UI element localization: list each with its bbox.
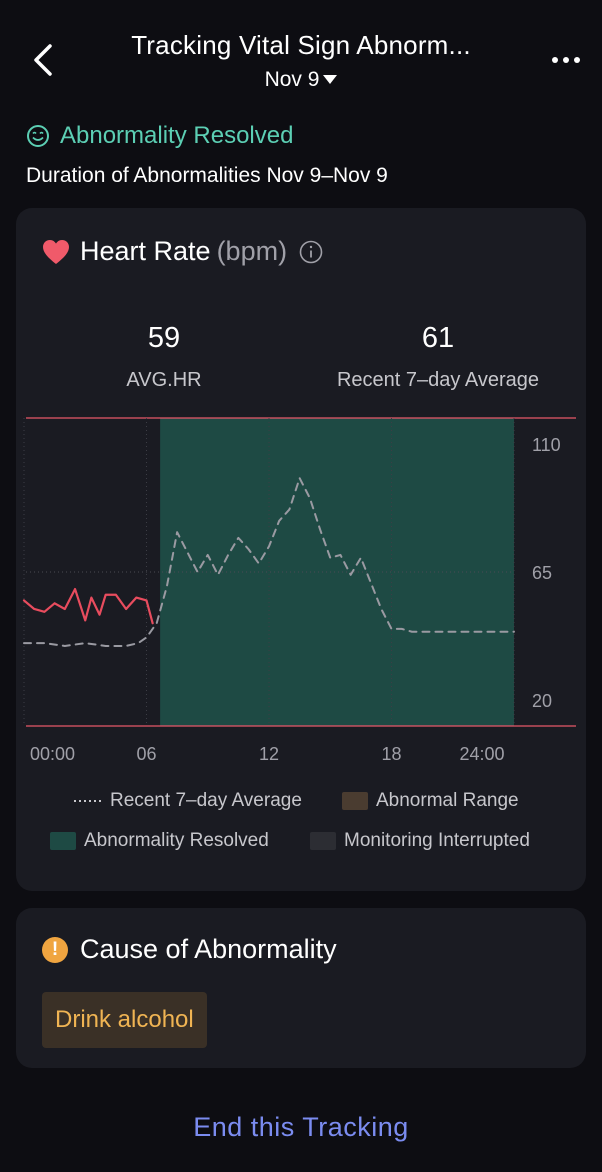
dotted-line-swatch — [74, 800, 104, 802]
legend-interrupted-label: Monitoring Interrupted — [344, 830, 530, 851]
footer: End this Tracking — [0, 1072, 602, 1172]
recent-avg-value: 61 — [421, 322, 455, 354]
x-tick-label-0: 00:00 — [30, 744, 75, 764]
legend-abnormal: Abnormal Range — [342, 790, 519, 812]
page-title-wrap: Tracking Vital Sign Abnorm... — [0, 30, 602, 61]
x-tick-label-2: 12 — [259, 744, 279, 764]
page-title: Tracking Vital Sign Abnorm... — [131, 30, 471, 60]
interrupted-swatch — [310, 832, 336, 850]
series-line-1 — [23, 477, 515, 647]
abnormal-swatch — [342, 792, 368, 810]
status-row: Abnormality Resolved — [26, 122, 293, 150]
heart-rate-title: Heart Rate (bpm) — [42, 236, 323, 267]
avg-hr-label: AVG.HR — [126, 369, 202, 391]
x-tick-label-4: 24:00 — [459, 744, 504, 764]
smile-face-icon — [27, 125, 49, 147]
heart-icon — [43, 239, 69, 264]
recent-avg-label: Recent 7–day Average — [336, 369, 539, 391]
caret-down-icon — [323, 75, 338, 84]
resolved-swatch — [50, 832, 76, 850]
recent-avg-stat: 61 Recent 7–day Average — [318, 322, 558, 392]
avg-hr-value: 59 — [147, 322, 181, 354]
legend-interrupted: Monitoring Interrupted — [310, 830, 530, 852]
top-bar: Tracking Vital Sign Abnorm... Nov 9 — [0, 0, 602, 110]
legend-abnormal-label: Abnormal Range — [376, 790, 519, 811]
end-tracking-button[interactable]: End this Tracking — [193, 1112, 409, 1142]
date-selector[interactable]: Nov 9 — [0, 68, 602, 92]
date-label: Nov 9 — [264, 68, 320, 91]
legend-recent-label: Recent 7–day Average — [110, 790, 302, 811]
more-horizontal-icon[interactable] — [547, 50, 580, 68]
status-label: Abnormality Resolved — [60, 122, 294, 149]
warning-icon — [42, 936, 68, 963]
heart-rate-label: Heart Rate — [80, 236, 211, 266]
y-tick-label-2: 20 — [532, 691, 552, 711]
y-tick-label-0: 110 — [532, 435, 561, 455]
info-icon[interactable] — [299, 240, 323, 264]
legend-recent: Recent 7–day Average — [74, 790, 302, 812]
x-tick-label-3: 18 — [381, 744, 401, 764]
y-tick-label-1: 65 — [532, 563, 552, 583]
legend-resolved: Abnormality Resolved — [50, 830, 269, 852]
legend-resolved-label: Abnormality Resolved — [84, 830, 269, 851]
resolved-region — [160, 418, 514, 726]
cause-title-label: Cause of Abnormality — [80, 934, 337, 964]
series-line-0 — [22, 587, 154, 625]
cause-title: Cause of Abnormality — [42, 934, 337, 965]
x-tick-label-1: 06 — [136, 744, 156, 764]
unit-label: (bpm) — [216, 236, 288, 266]
chevron-left-icon[interactable] — [30, 38, 60, 82]
heart-rate-card: Heart Rate (bpm) 59 AVG.HR 61 Recent 7–d… — [16, 208, 586, 891]
cause-card: Cause of Abnormality Drink alcohol — [16, 908, 586, 1068]
heart-rate-chart: 110 65 20 00:00 06 12 18 24:00 — [22, 417, 576, 764]
cause-tag[interactable]: Drink alcohol — [42, 992, 207, 1048]
duration-text: Duration of Abnormalities Nov 9–Nov 9 — [26, 164, 388, 187]
avg-hr-stat: 59 AVG.HR — [94, 322, 234, 392]
